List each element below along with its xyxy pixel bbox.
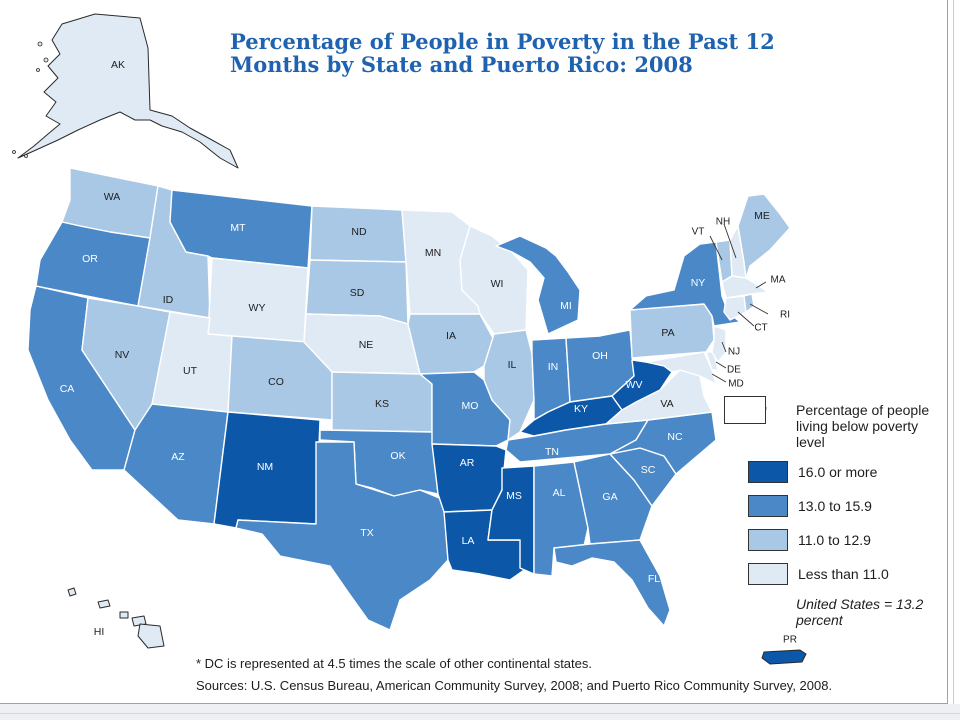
state-label-nm: NM	[257, 461, 273, 473]
state-label-sc: SC	[641, 464, 656, 476]
legend-item-13-to-15-9: 13.0 to 15.9	[748, 494, 872, 518]
state-label-wy: WY	[249, 302, 266, 314]
legend-item-11-to-12-9: 11.0 to 12.9	[748, 528, 871, 552]
state-label-nh: NH	[716, 217, 730, 228]
legend-swatch-11-to-12-9	[748, 529, 788, 551]
state-label-wv: WV	[626, 379, 643, 391]
alaska-islands	[12, 41, 49, 158]
state-label-ct: CT	[754, 323, 767, 334]
state-label-tn: TN	[545, 446, 559, 458]
state-fl[interactable]	[553, 539, 671, 627]
state-nj[interactable]	[711, 325, 727, 363]
legend-item-less-than-11: Less than 11.0	[748, 562, 889, 586]
legend-item-16-or-more: 16.0 or more	[748, 460, 877, 484]
state-label-nv: NV	[115, 349, 130, 361]
state-pr[interactable]	[761, 649, 807, 665]
state-label-md: MD	[728, 379, 744, 390]
state-label-az: AZ	[171, 451, 185, 463]
state-label-hi: HI	[94, 626, 105, 638]
state-label-il: IL	[508, 359, 517, 371]
state-label-co: CO	[268, 376, 284, 388]
state-ma[interactable]	[721, 275, 769, 299]
state-label-ma: MA	[771, 275, 786, 286]
state-label-id: ID	[163, 294, 174, 306]
legend-swatch-13-to-15-9	[748, 495, 788, 517]
hawaii-islands[interactable]	[67, 587, 165, 649]
state-label-oh: OH	[592, 350, 608, 362]
state-mi[interactable]	[495, 235, 581, 335]
state-label-ok: OK	[390, 450, 405, 462]
state-label-ga: GA	[602, 491, 617, 503]
state-label-vt: VT	[692, 227, 705, 238]
state-label-ms: MS	[506, 490, 522, 502]
us-total-note: United States = 13.2 percent	[796, 596, 924, 628]
state-label-ak: AK	[111, 59, 125, 71]
state-label-pr: PR	[783, 635, 797, 646]
state-label-ny: NY	[691, 277, 706, 289]
state-label-mt: MT	[230, 222, 246, 234]
state-label-ks: KS	[375, 398, 389, 410]
state-label-sd: SD	[350, 287, 365, 299]
legend-swatch-less-than-11	[748, 563, 788, 585]
state-label-in: IN	[548, 361, 559, 373]
state-label-ky: KY	[574, 403, 588, 415]
state-ri[interactable]	[743, 293, 755, 313]
state-label-ar: AR	[460, 457, 475, 469]
state-label-mo: MO	[462, 400, 479, 412]
sources-note: Sources: U.S. Census Bureau, American Co…	[196, 678, 833, 693]
leader-lines	[709, 223, 769, 383]
state-label-mn: MN	[425, 247, 441, 259]
state-ar[interactable]	[431, 443, 507, 513]
state-label-de: DE	[727, 365, 741, 376]
state-ia[interactable]	[407, 313, 495, 375]
state-label-fl: FL	[648, 573, 660, 585]
state-label-wa: WA	[104, 191, 121, 203]
state-label-ri: RI	[780, 310, 790, 321]
dc-footnote: * DC is represented at 4.5 times the sca…	[196, 656, 592, 671]
legend-label-less-than-11: Less than 11.0	[798, 566, 889, 582]
state-label-nj: NJ	[728, 347, 740, 358]
dc-inset-box	[724, 396, 766, 424]
state-label-nc: NC	[667, 431, 683, 443]
state-label-mi: MI	[560, 300, 572, 312]
poverty-map: AK WA OR CA ID NV MT WY UT CO AZ NM ND S…	[12, 13, 807, 665]
state-label-ca: CA	[60, 383, 75, 395]
state-ak[interactable]	[17, 13, 239, 169]
state-label-ut: UT	[183, 365, 198, 377]
state-label-pa: PA	[661, 327, 674, 339]
legend-label-13-to-15-9: 13.0 to 15.9	[798, 498, 872, 514]
state-label-tx: TX	[360, 527, 373, 539]
state-label-wi: WI	[491, 278, 504, 290]
legend-swatch-16-or-more	[748, 461, 788, 483]
state-label-va: VA	[660, 398, 673, 410]
state-label-ia: IA	[446, 330, 456, 342]
state-az[interactable]	[123, 403, 229, 525]
state-label-la: LA	[462, 535, 475, 547]
state-tx[interactable]	[235, 441, 449, 631]
bottom-strip	[0, 704, 960, 720]
state-label-or: OR	[82, 253, 98, 265]
legend-title: Percentage of people living below povert…	[796, 402, 930, 450]
state-wy[interactable]	[207, 257, 309, 343]
scroll-rail	[953, 0, 954, 704]
state-label-ne: NE	[359, 339, 374, 351]
map-title: Percentage of People in Poverty in the P…	[230, 29, 775, 77]
legend-label-11-to-12-9: 11.0 to 12.9	[798, 532, 871, 548]
state-md[interactable]	[645, 351, 717, 385]
legend-label-16-or-more: 16.0 or more	[798, 464, 878, 480]
state-label-nd: ND	[351, 226, 367, 238]
state-label-al: AL	[553, 487, 566, 499]
state-me[interactable]	[737, 193, 791, 279]
state-label-me: ME	[754, 210, 770, 222]
state-ny[interactable]	[629, 241, 741, 327]
